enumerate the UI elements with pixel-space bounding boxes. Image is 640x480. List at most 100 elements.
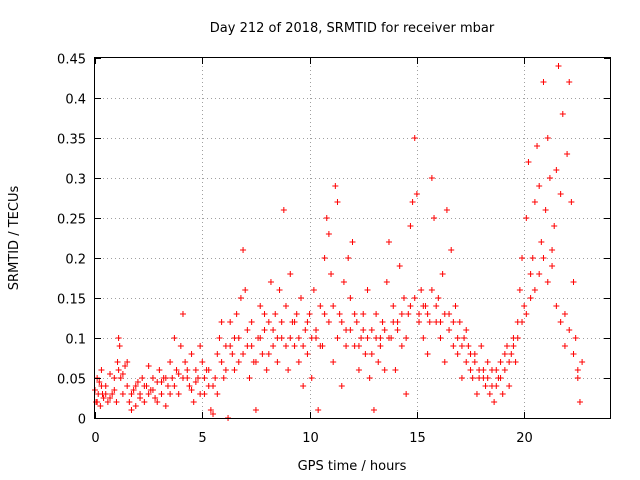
data-point xyxy=(252,407,259,413)
data-point xyxy=(499,391,506,397)
data-point xyxy=(411,135,418,141)
data-point xyxy=(416,319,423,325)
data-point xyxy=(195,375,201,381)
data-point xyxy=(336,311,343,317)
data-point xyxy=(566,79,573,85)
data-point xyxy=(119,371,126,377)
data-point xyxy=(398,343,405,349)
data-point xyxy=(482,383,489,389)
data-point xyxy=(546,175,553,181)
data-point xyxy=(267,279,274,285)
data-point xyxy=(244,327,251,333)
data-point xyxy=(117,375,124,381)
x-tick-label: 5 xyxy=(198,431,206,446)
data-point xyxy=(149,375,156,381)
data-point xyxy=(177,343,184,349)
data-point xyxy=(394,327,401,333)
data-point xyxy=(527,271,534,277)
data-point xyxy=(536,183,543,189)
data-point xyxy=(210,383,217,389)
data-point xyxy=(450,319,457,325)
data-point xyxy=(96,379,103,385)
data-point xyxy=(242,287,249,293)
y-axis-label: SRMTID / TECUs xyxy=(7,186,22,291)
data-point xyxy=(420,335,427,341)
data-point xyxy=(431,215,438,221)
data-point xyxy=(276,287,283,293)
data-point xyxy=(98,383,105,389)
data-point xyxy=(418,287,425,293)
data-point xyxy=(171,335,178,341)
data-point xyxy=(381,327,388,333)
data-point xyxy=(313,327,320,333)
data-point xyxy=(222,367,229,373)
data-point xyxy=(428,287,435,293)
data-point xyxy=(553,303,560,309)
y-tick-label: 0.35 xyxy=(57,133,86,148)
data-point xyxy=(347,295,354,301)
data-point xyxy=(368,327,375,333)
data-point xyxy=(302,327,309,333)
data-point xyxy=(439,271,446,277)
x-tick-label: 15 xyxy=(409,431,426,446)
data-point xyxy=(551,223,558,229)
data-point xyxy=(315,407,322,413)
data-point xyxy=(263,367,270,373)
data-point xyxy=(227,343,234,349)
data-point xyxy=(480,367,487,373)
data-point xyxy=(458,343,465,349)
data-point xyxy=(383,279,390,285)
y-tick-label: 0 xyxy=(78,413,86,428)
x-tick-label: 0 xyxy=(91,431,99,446)
data-point xyxy=(171,383,178,389)
data-point xyxy=(237,295,244,301)
data-point xyxy=(205,367,212,373)
data-point xyxy=(115,367,122,373)
data-point xyxy=(158,379,165,385)
data-point xyxy=(435,295,442,301)
data-point xyxy=(353,319,360,325)
x-tick-label: 20 xyxy=(516,431,533,446)
data-point xyxy=(274,335,281,341)
data-point xyxy=(441,311,448,317)
data-point xyxy=(212,375,219,381)
grid-lines xyxy=(95,58,610,418)
data-point xyxy=(506,359,513,365)
data-point xyxy=(364,335,371,341)
data-point xyxy=(576,399,583,405)
data-point xyxy=(97,403,104,409)
data-point xyxy=(330,303,337,309)
data-point xyxy=(519,255,526,261)
data-point xyxy=(304,319,311,325)
data-point xyxy=(325,231,332,237)
data-point xyxy=(111,387,118,393)
y-tick-label: 0.05 xyxy=(57,373,86,388)
data-point xyxy=(467,351,474,357)
data-point xyxy=(257,303,264,309)
data-point xyxy=(510,343,517,349)
data-point xyxy=(574,367,581,373)
data-point xyxy=(162,403,169,409)
data-point xyxy=(549,263,556,269)
data-point xyxy=(259,351,266,357)
data-point xyxy=(390,319,397,325)
data-point xyxy=(538,239,545,245)
data-point xyxy=(544,279,551,285)
data-point xyxy=(407,303,414,309)
data-point xyxy=(531,287,538,293)
data-point xyxy=(270,343,277,349)
data-point xyxy=(192,379,199,385)
data-point xyxy=(358,335,365,341)
data-point xyxy=(478,343,485,349)
data-point xyxy=(167,359,174,365)
data-point xyxy=(448,247,455,253)
data-point xyxy=(126,399,133,405)
plot-frame xyxy=(94,57,611,419)
data-point xyxy=(179,375,186,381)
data-point xyxy=(373,335,380,341)
data-point xyxy=(497,375,504,381)
data-point xyxy=(308,335,315,341)
data-point xyxy=(119,391,126,397)
data-point xyxy=(428,175,435,181)
